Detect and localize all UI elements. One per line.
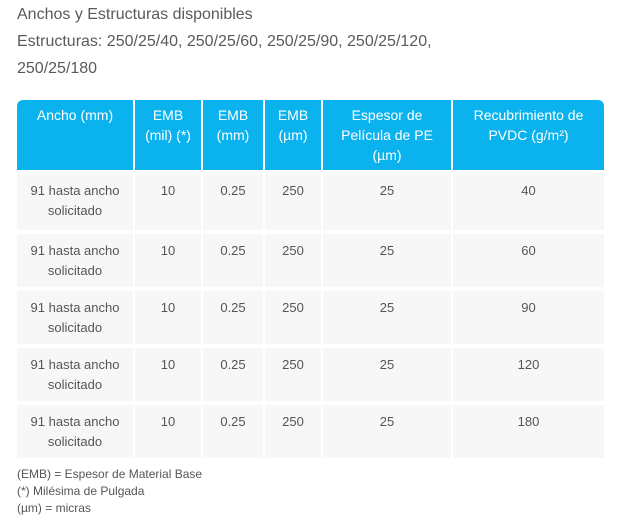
- cell-ancho: 91 hasta ancho solicitado: [17, 405, 133, 458]
- cell-ancho: 91 hasta ancho solicitado: [17, 348, 133, 401]
- table-row: 91 hasta ancho solicitado 10 0.25 250 25…: [17, 348, 604, 401]
- table-row: 91 hasta ancho solicitado 10 0.25 250 25…: [17, 234, 604, 287]
- footnote-mil: (*) Milésima de Pulgada: [17, 484, 145, 498]
- cell-emb-mil: 10: [135, 405, 201, 458]
- section-title: Anchos y Estructuras disponibles: [17, 6, 253, 23]
- specs-table: Ancho (mm) EMB (mil) (*) EMB (mm) EMB (µ…: [15, 96, 606, 462]
- cell-emb-um: 250: [265, 405, 321, 458]
- footnote-emb: (EMB) = Espesor de Material Base: [17, 467, 203, 481]
- cell-emb-um: 250: [265, 234, 321, 287]
- cell-emb-mm: 0.25: [203, 291, 263, 344]
- cell-ancho: 91 hasta ancho solicitado: [17, 291, 133, 344]
- page-heading: Anchos y Estructuras disponibles Estruct…: [17, 1, 617, 82]
- footnotes: (EMB) = Espesor de Material Base (*) Mil…: [17, 466, 202, 517]
- cell-espesor-pe: 25: [323, 291, 451, 344]
- table-row: 91 hasta ancho solicitado 10 0.25 250 25…: [17, 291, 604, 344]
- cell-emb-mil: 10: [135, 234, 201, 287]
- cell-espesor-pe: 25: [323, 234, 451, 287]
- cell-emb-mm: 0.25: [203, 348, 263, 401]
- cell-emb-mm: 0.25: [203, 234, 263, 287]
- header-espesor-pe: Espesor de Película de PE (µm): [323, 100, 451, 170]
- header-emb-mm: EMB (mm): [203, 100, 263, 170]
- structures-line-1: Estructuras: 250/25/40, 250/25/60, 250/2…: [17, 33, 432, 50]
- cell-espesor-pe: 25: [323, 348, 451, 401]
- cell-emb-mm: 0.25: [203, 174, 263, 230]
- header-ancho: Ancho (mm): [17, 100, 133, 170]
- cell-ancho: 91 hasta ancho solicitado: [17, 174, 133, 230]
- cell-recubrimiento: 40: [453, 174, 604, 230]
- cell-emb-mil: 10: [135, 174, 201, 230]
- cell-recubrimiento: 120: [453, 348, 604, 401]
- cell-ancho: 91 hasta ancho solicitado: [17, 234, 133, 287]
- cell-espesor-pe: 25: [323, 174, 451, 230]
- table-header-row: Ancho (mm) EMB (mil) (*) EMB (mm) EMB (µ…: [17, 100, 604, 170]
- cell-recubrimiento: 180: [453, 405, 604, 458]
- cell-emb-mil: 10: [135, 348, 201, 401]
- cell-emb-mm: 0.25: [203, 405, 263, 458]
- cell-emb-um: 250: [265, 291, 321, 344]
- cell-espesor-pe: 25: [323, 405, 451, 458]
- footnote-micras: (µm) = micras: [17, 501, 91, 515]
- header-emb-um: EMB (µm): [265, 100, 321, 170]
- header-recubrimiento-pvdc: Recubrimiento de PVDC (g/m²): [453, 100, 604, 170]
- cell-recubrimiento: 90: [453, 291, 604, 344]
- table-row: 91 hasta ancho solicitado 10 0.25 250 25…: [17, 405, 604, 458]
- table-row: 91 hasta ancho solicitado 10 0.25 250 25…: [17, 174, 604, 230]
- cell-emb-um: 250: [265, 174, 321, 230]
- cell-emb-mil: 10: [135, 291, 201, 344]
- header-emb-mil: EMB (mil) (*): [135, 100, 201, 170]
- cell-emb-um: 250: [265, 348, 321, 401]
- structures-line-2: 250/25/180: [17, 60, 98, 77]
- cell-recubrimiento: 60: [453, 234, 604, 287]
